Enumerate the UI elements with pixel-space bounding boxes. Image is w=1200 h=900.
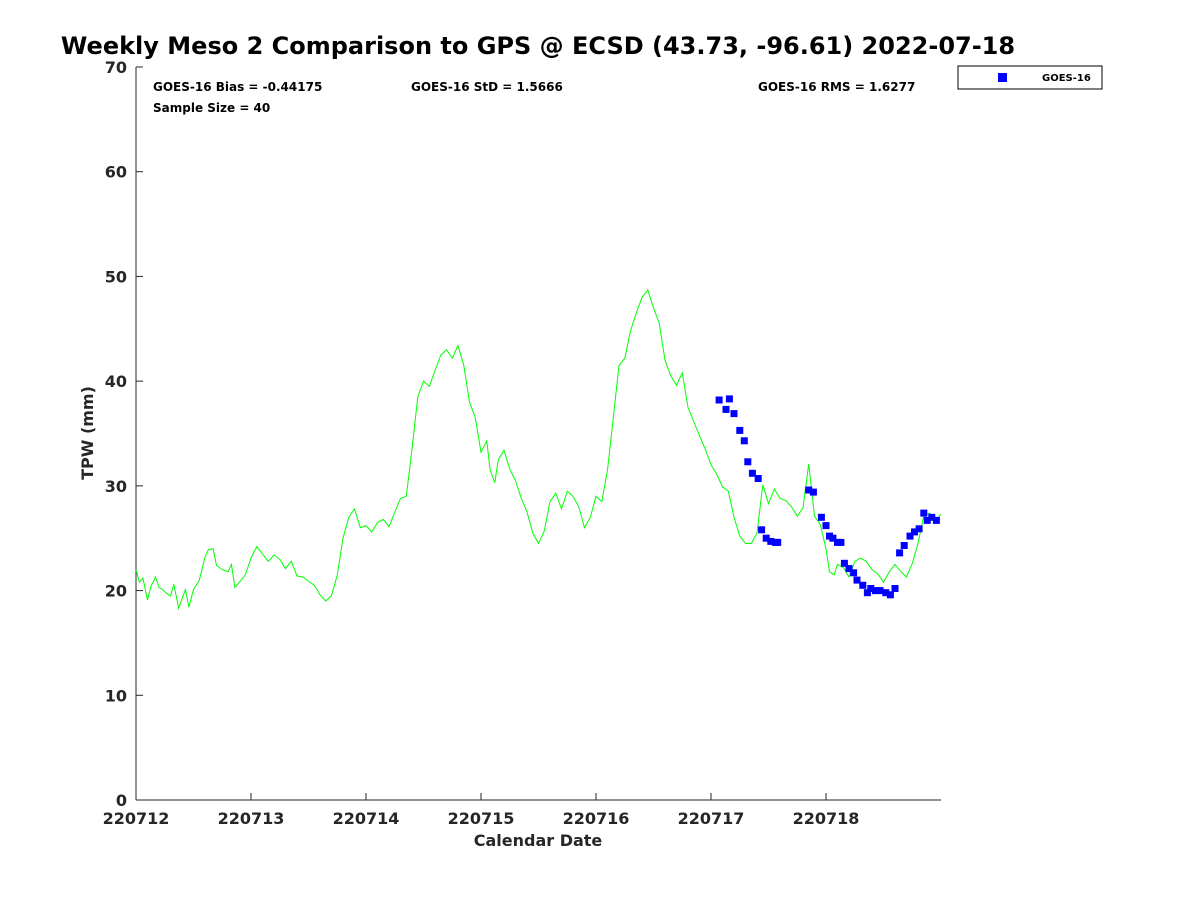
legend: GOES-16 [957,65,1103,90]
chart-title: Weekly Meso 2 Comparison to GPS @ ECSD (… [61,32,1015,60]
goes-16-point [774,538,782,546]
rms-stat: GOES-16 RMS = 1.6277 [758,80,915,94]
goes-16-point [758,526,766,534]
goes-16-point [725,395,733,403]
goes-16-point [736,426,744,434]
goes-16-point [817,513,825,521]
legend-marker-goes-16 [998,73,1007,82]
goes-16-point [754,475,762,482]
x-tick-label: 220717 [678,809,745,828]
goes-16-point [822,522,830,530]
goes-16-point [911,528,918,536]
y-tick-label: 20 [105,582,127,601]
plot-area: 0 10 20 30 40 50 60 70 220712 220713 220714 220715… [103,58,942,828]
goes-16-point [871,587,879,595]
goes-16-point [722,405,730,413]
goes-16-point [740,437,748,445]
goes-16-point [767,537,775,545]
goes-16-point [920,509,928,517]
goes-16-point [840,559,848,567]
goes-16-point [805,486,813,494]
x-tick-label: 220712 [103,809,170,828]
goes-16-point [748,469,756,477]
goes-16-point [915,525,923,533]
goes-16-point [886,591,894,599]
y-tick-label: 60 [105,163,127,182]
x-tick-label: 220718 [793,809,860,828]
std-stat: GOES-16 StD = 1.5666 [411,80,563,94]
bias-stat: GOES-16 Bias = -0.44175 [153,80,322,94]
goes-16-point [744,458,752,466]
y-tick-label: 30 [105,477,127,496]
goes-16-point [906,532,914,540]
y-tick-label: 50 [105,267,127,286]
goes-16-point [715,396,723,404]
goes-16-point [863,589,871,597]
goes-16-point [867,585,875,592]
sample-size-stat: Sample Size = 40 [153,101,270,115]
y-axis-label: TPW (mm) [78,386,97,480]
x-tick-label: 220716 [563,809,630,828]
goes-16-point [923,516,931,524]
goes-16-point [882,589,890,597]
goes-16-point [900,542,908,549]
legend-label-goes-16: GOES-16 [1042,73,1091,84]
goes-16-point [928,513,936,521]
goes-16-point [837,538,845,546]
x-ticks: 220712 220713 220714 220715 220716 220717 2207… [103,793,860,828]
x-tick-label: 220713 [218,809,285,828]
x-axis-label: Calendar Date [474,831,603,850]
goes-16-point [932,516,940,524]
goes-16-point [762,534,770,542]
x-tick-label: 220715 [448,809,515,828]
goes-16-point [845,565,853,573]
x-tick-label: 220714 [333,809,400,828]
y-tick-label: 0 [116,791,127,810]
y-tick-label: 10 [105,686,127,705]
goes-16-point [896,549,904,557]
y-tick-label: 70 [105,58,127,77]
goes-16-point [891,585,899,592]
goes-16-point [829,534,837,542]
goes-16-point [876,587,884,595]
goes-16-point [850,569,858,577]
goes-16-point [730,410,738,418]
goes-16-point [853,576,861,584]
legend-box [957,65,1103,90]
y-ticks: 0 10 20 30 40 50 60 70 [105,58,143,810]
series-layer [135,288,942,611]
goes-16-point [859,581,867,589]
y-tick-label: 40 [105,372,127,391]
gps-tpw-line [135,288,942,611]
goes-16-point [809,488,817,496]
